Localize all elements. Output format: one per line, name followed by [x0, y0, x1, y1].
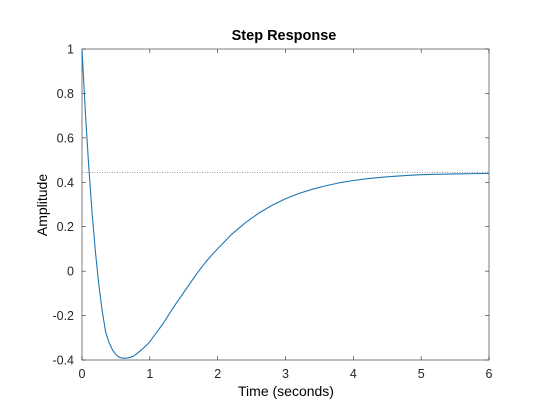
- x-tick-label: 0: [79, 367, 86, 381]
- plot-area: [81, 48, 490, 361]
- x-tick-label: 2: [214, 367, 221, 381]
- chart-title: Step Response: [232, 28, 337, 44]
- series-layer: [81, 48, 490, 359]
- y-axis-label: Amplitude: [34, 174, 50, 236]
- x-tick-label: 5: [418, 367, 425, 381]
- y-tick-label: -0.2: [52, 309, 74, 323]
- x-tick-label: 1: [146, 367, 153, 381]
- y-tick-label: 0: [67, 265, 74, 279]
- y-tick-label: -0.4: [52, 354, 74, 368]
- x-tick-label: 6: [486, 367, 493, 381]
- x-tick-label: 4: [350, 367, 357, 381]
- y-tick-label: 0.8: [57, 87, 74, 101]
- step-response-line: [81, 48, 490, 359]
- axis-ticks: 0 1 2 3 4 5 6 -0.4 -0.2 0 0.2 0.4 0.6 0.8 1: [52, 43, 492, 382]
- x-tick-label: 3: [282, 367, 289, 381]
- y-tick-label: 0.2: [57, 220, 74, 234]
- y-tick-label: 0.6: [57, 131, 74, 145]
- y-tick-label: 1: [67, 43, 74, 57]
- y-tick-label: 0.4: [57, 176, 74, 190]
- x-axis-label: Time (seconds): [238, 383, 334, 399]
